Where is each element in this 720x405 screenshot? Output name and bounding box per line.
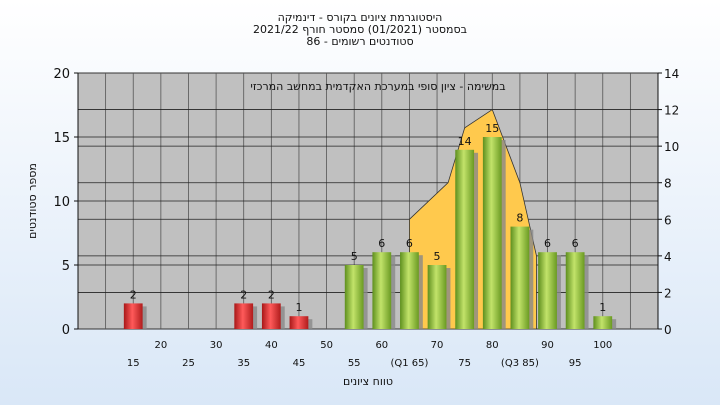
bar: [400, 252, 419, 329]
y-axis-label: מספר סטודנטים: [26, 163, 39, 239]
bar-value-label: 6: [544, 237, 551, 250]
bar-value-label: 2: [240, 288, 247, 301]
x-tick-label: 25: [182, 358, 195, 369]
x-tick-label: 45: [293, 358, 306, 369]
y2-tick-label: 14: [664, 67, 679, 81]
bar: [482, 137, 502, 329]
bar-value-label: 6: [406, 237, 413, 250]
chart-title: היסטוגרמת ציונים בקורס - דינמיקה: [277, 11, 443, 24]
bars: [123, 137, 617, 329]
bar: [455, 149, 475, 329]
y2-tick-label: 6: [664, 213, 672, 227]
bar: [565, 252, 585, 329]
x-tick-label: 30: [210, 340, 223, 351]
x-tick-label: 35: [237, 358, 250, 369]
x-tick-label: 15: [127, 358, 140, 369]
x-axis-label: טווח ציונים: [343, 375, 393, 388]
y-tick-label: 15: [53, 131, 70, 146]
x-tick-label: 90: [541, 340, 554, 351]
bar-value-label: 2: [130, 288, 137, 301]
x-tick-label: (Q3 85): [501, 358, 539, 369]
y2-tick-label: 4: [664, 250, 672, 264]
y2-tick-label: 12: [664, 104, 679, 118]
bar: [123, 303, 143, 329]
bar: [234, 303, 254, 329]
x-tick-label: 80: [486, 340, 499, 351]
x-tick-label: 75: [458, 358, 471, 369]
x-tick-label: 55: [348, 358, 361, 369]
x-tick-label: 20: [154, 340, 167, 351]
right-y-axis: 0 2 4 6 8 10 12 14: [657, 67, 679, 337]
y2-tick-label: 2: [664, 286, 672, 300]
bar-value-label: 2: [268, 288, 275, 301]
x-tick-label: 60: [375, 340, 388, 351]
y2-tick-label: 8: [664, 177, 672, 191]
bar-value-label: 1: [599, 301, 606, 314]
y2-tick-label: 10: [664, 140, 679, 154]
x-tick-label: 70: [431, 340, 444, 351]
y-tick-label: 20: [53, 67, 70, 82]
y-tick-label: 5: [62, 259, 70, 274]
bar-value-label: 1: [295, 301, 302, 314]
x-tick-label: 100: [593, 340, 612, 351]
y2-tick-label: 0: [664, 323, 672, 337]
x-tick-label: (Q1 65): [390, 358, 428, 369]
left-y-axis: 0 5 10 15 20: [53, 67, 79, 338]
chart-subtitle-semester: בסמסטר (01/2021) סמסטר חורף 2021/22: [253, 23, 467, 36]
bar: [427, 265, 447, 329]
bar: [372, 252, 392, 329]
bar-value-label: 5: [434, 250, 441, 263]
bar-value-label: 14: [458, 135, 472, 148]
bar: [289, 316, 309, 329]
bar-value-label: 6: [572, 237, 579, 250]
bar-value-label: 5: [351, 250, 358, 263]
bar-value-label: 6: [378, 237, 385, 250]
x-axis: 20 30 40 50 60 70 80 90 100 15 25 35 45 55 (Q1 65) 75 (Q…: [127, 340, 612, 369]
chart-subtitle-students: סטודנטים רשומים - 86: [306, 35, 414, 48]
bar: [538, 252, 557, 329]
bar: [261, 303, 281, 329]
chart-header: היסטוגרמת ציונים בקורס - דינמיקה בסמסטר …: [0, 12, 720, 48]
x-tick-label: 50: [320, 340, 333, 351]
bar-value-label: 15: [485, 122, 499, 135]
bar-value-label: 8: [516, 212, 523, 225]
horizontal-gridlines: [78, 109, 658, 293]
bar: [593, 316, 613, 329]
x-tick-label: 40: [265, 340, 278, 351]
bar: [510, 226, 530, 329]
chart-annotation: במשימה - ציון סופי במערכת האקדמית במחשב …: [250, 80, 505, 93]
y-tick-label: 0: [62, 323, 70, 338]
x-tick-label: 95: [569, 358, 582, 369]
bar: [344, 265, 364, 329]
y-tick-label: 10: [53, 195, 70, 210]
